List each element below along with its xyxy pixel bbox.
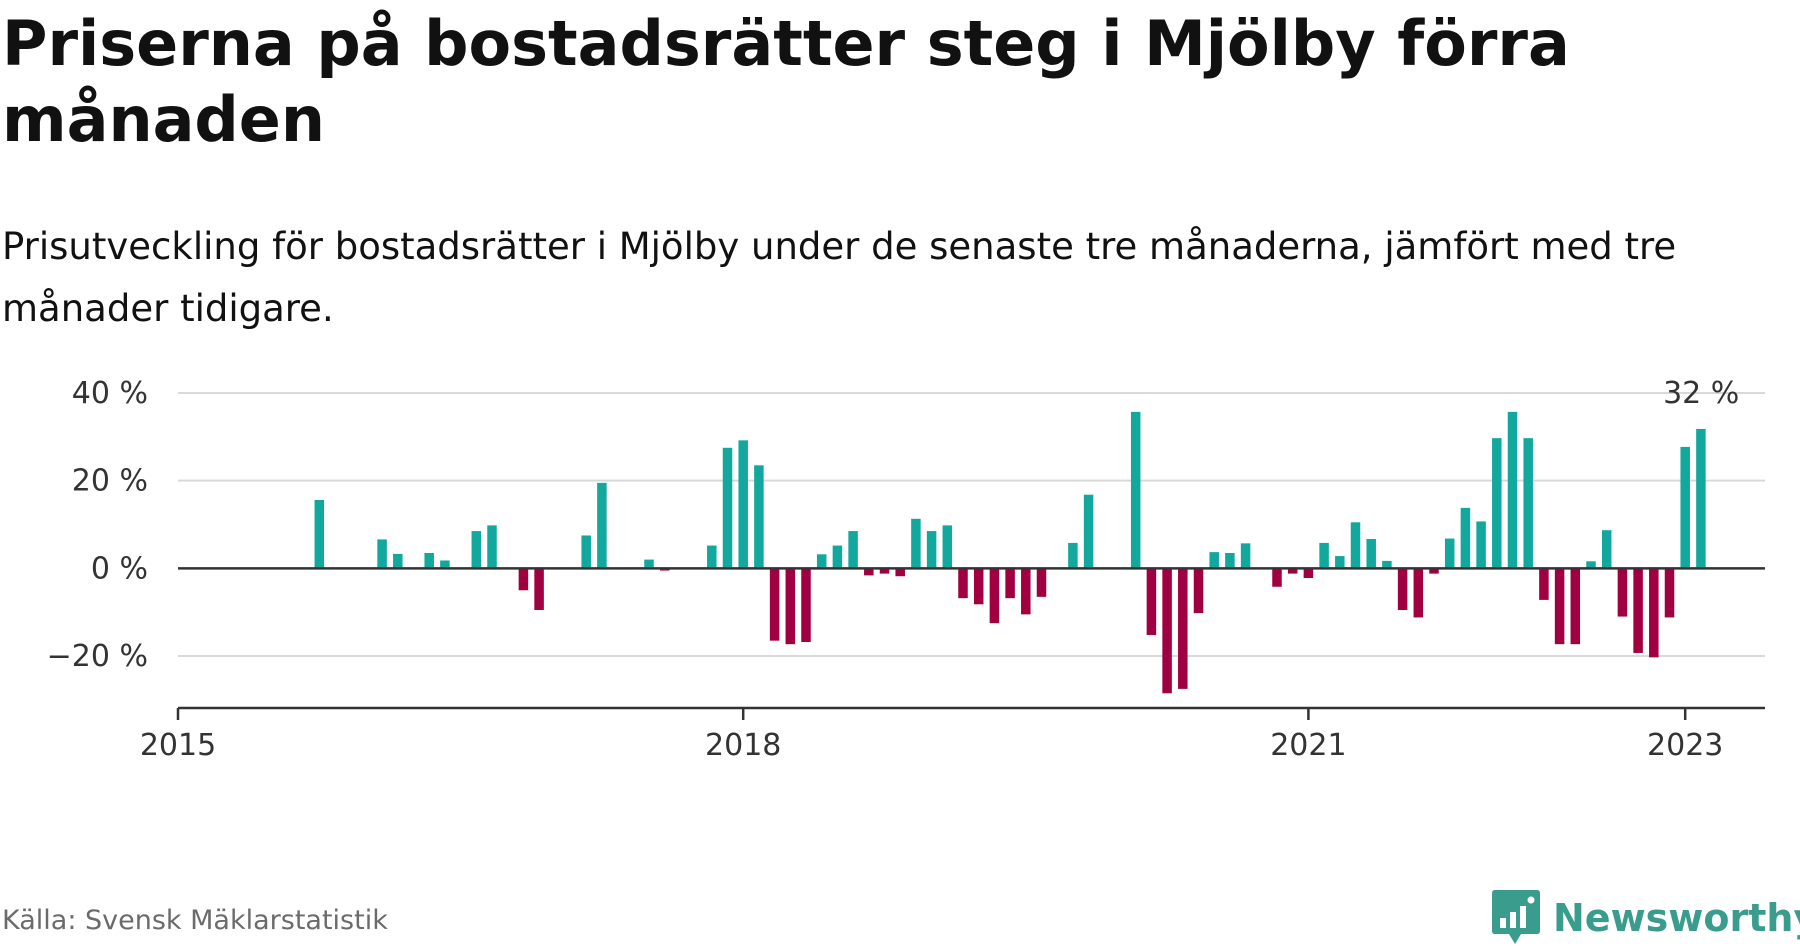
chart-bar	[1240, 543, 1251, 569]
chart-bar	[644, 559, 654, 569]
newsworthy-logo-icon	[1492, 890, 1540, 944]
chart-bar	[832, 545, 843, 569]
x-tick-label: 2021	[1270, 728, 1346, 763]
chart-bar	[769, 568, 780, 641]
chart-bar	[1319, 542, 1329, 569]
chart-bar	[738, 440, 748, 569]
brand-logo: Newsworthy	[1491, 888, 1800, 948]
chart-bar	[1178, 568, 1188, 689]
chart-bar	[911, 518, 921, 569]
chart-bar	[1335, 556, 1345, 569]
chart-bar	[848, 531, 858, 569]
chart-bar	[471, 531, 482, 569]
chart-bar	[958, 568, 968, 599]
y-tick-label: 0 %	[91, 551, 148, 586]
chart-bar	[1413, 568, 1424, 618]
chart-bar	[879, 568, 890, 574]
chart-bar	[864, 568, 874, 576]
y-tick-label: 20 %	[72, 464, 148, 499]
chart-bar	[534, 568, 544, 610]
chart-bar	[1209, 552, 1219, 569]
chart-bar	[1287, 568, 1298, 574]
chart-bar	[440, 560, 450, 569]
chart-bar	[1633, 568, 1643, 653]
chart-bar	[393, 553, 403, 569]
chart-bar	[1005, 568, 1015, 599]
chart-labels: 40 % 20 % 0 % −20 % 2015 2018 2021 2023 32 %	[47, 376, 1740, 763]
chart-bar	[1303, 568, 1314, 578]
chart-bar	[1696, 428, 1706, 569]
chart-bar	[424, 553, 434, 569]
chart-bar	[1068, 542, 1078, 569]
page-subtitle: Prisutveckling för bostadsrätter i Mjölb…	[2, 225, 1677, 330]
x-tick-label: 2015	[140, 728, 216, 763]
chart-bar	[518, 568, 529, 591]
chart-bars	[314, 411, 1706, 694]
y-tick-label: 40 %	[72, 376, 148, 411]
bar-chart: 40 % 20 % 0 % −20 % 2015 2018 2021 2023 32 %	[47, 376, 1765, 763]
chart-bar	[1429, 568, 1439, 574]
x-tick-label: 2018	[705, 728, 781, 763]
chart-bar	[487, 525, 497, 569]
chart-bar	[1554, 568, 1565, 645]
chart-bar	[1225, 553, 1235, 569]
chart-bar	[707, 545, 717, 569]
chart-bar	[1492, 438, 1502, 569]
chart-bar	[1162, 568, 1172, 694]
chart-bar	[1570, 568, 1581, 645]
chart-bar	[1460, 507, 1471, 569]
chart-bar	[1617, 568, 1628, 617]
chart-bar	[1193, 568, 1204, 614]
chart-bar	[1146, 568, 1157, 635]
chart-bar	[1444, 538, 1455, 569]
chart-bar	[377, 539, 387, 569]
chart-bar	[816, 554, 827, 569]
chart-bar	[1539, 568, 1549, 600]
chart-bar	[1601, 530, 1612, 569]
y-tick-label: −20 %	[47, 639, 148, 674]
chart-bar	[1476, 521, 1486, 569]
chart-bar	[581, 535, 591, 569]
chart-bar	[1272, 568, 1282, 587]
chart-bar	[1586, 561, 1596, 569]
chart-bar	[926, 531, 937, 569]
chart-bar	[1130, 411, 1141, 569]
chart-bar	[1507, 411, 1518, 569]
chart-bar	[973, 568, 984, 605]
chart-bar	[895, 568, 905, 577]
page-title: Priserna på bostadsrätter steg i Mjölby …	[2, 7, 1570, 156]
chart-bar	[1664, 568, 1675, 618]
chart-bar	[1523, 438, 1533, 569]
chart-bar	[1021, 568, 1031, 615]
chart-bar	[942, 525, 953, 569]
chart-bar	[1649, 568, 1659, 658]
last-value-annotation: 32 %	[1663, 376, 1739, 411]
chart-bar	[1366, 538, 1376, 569]
chart-bar	[1350, 522, 1361, 569]
chart-bar	[1680, 446, 1690, 569]
brand-name: Newsworthy	[1553, 896, 1800, 940]
x-tick-label: 2023	[1647, 728, 1723, 763]
chart-axes	[176, 567, 1765, 720]
chart-bar	[1083, 494, 1094, 569]
chart-bar	[314, 499, 325, 569]
chart-bar	[801, 568, 811, 642]
chart-bar	[754, 465, 764, 569]
chart-bar	[1036, 568, 1047, 597]
chart-bar	[785, 568, 796, 645]
chart-bar	[597, 482, 607, 569]
chart-bar	[722, 447, 733, 569]
chart-bar	[1397, 568, 1408, 610]
chart-bar	[989, 568, 1000, 624]
chart-bar	[1382, 560, 1392, 569]
source-note: Källa: Svensk Mäklarstatistik	[2, 905, 388, 936]
